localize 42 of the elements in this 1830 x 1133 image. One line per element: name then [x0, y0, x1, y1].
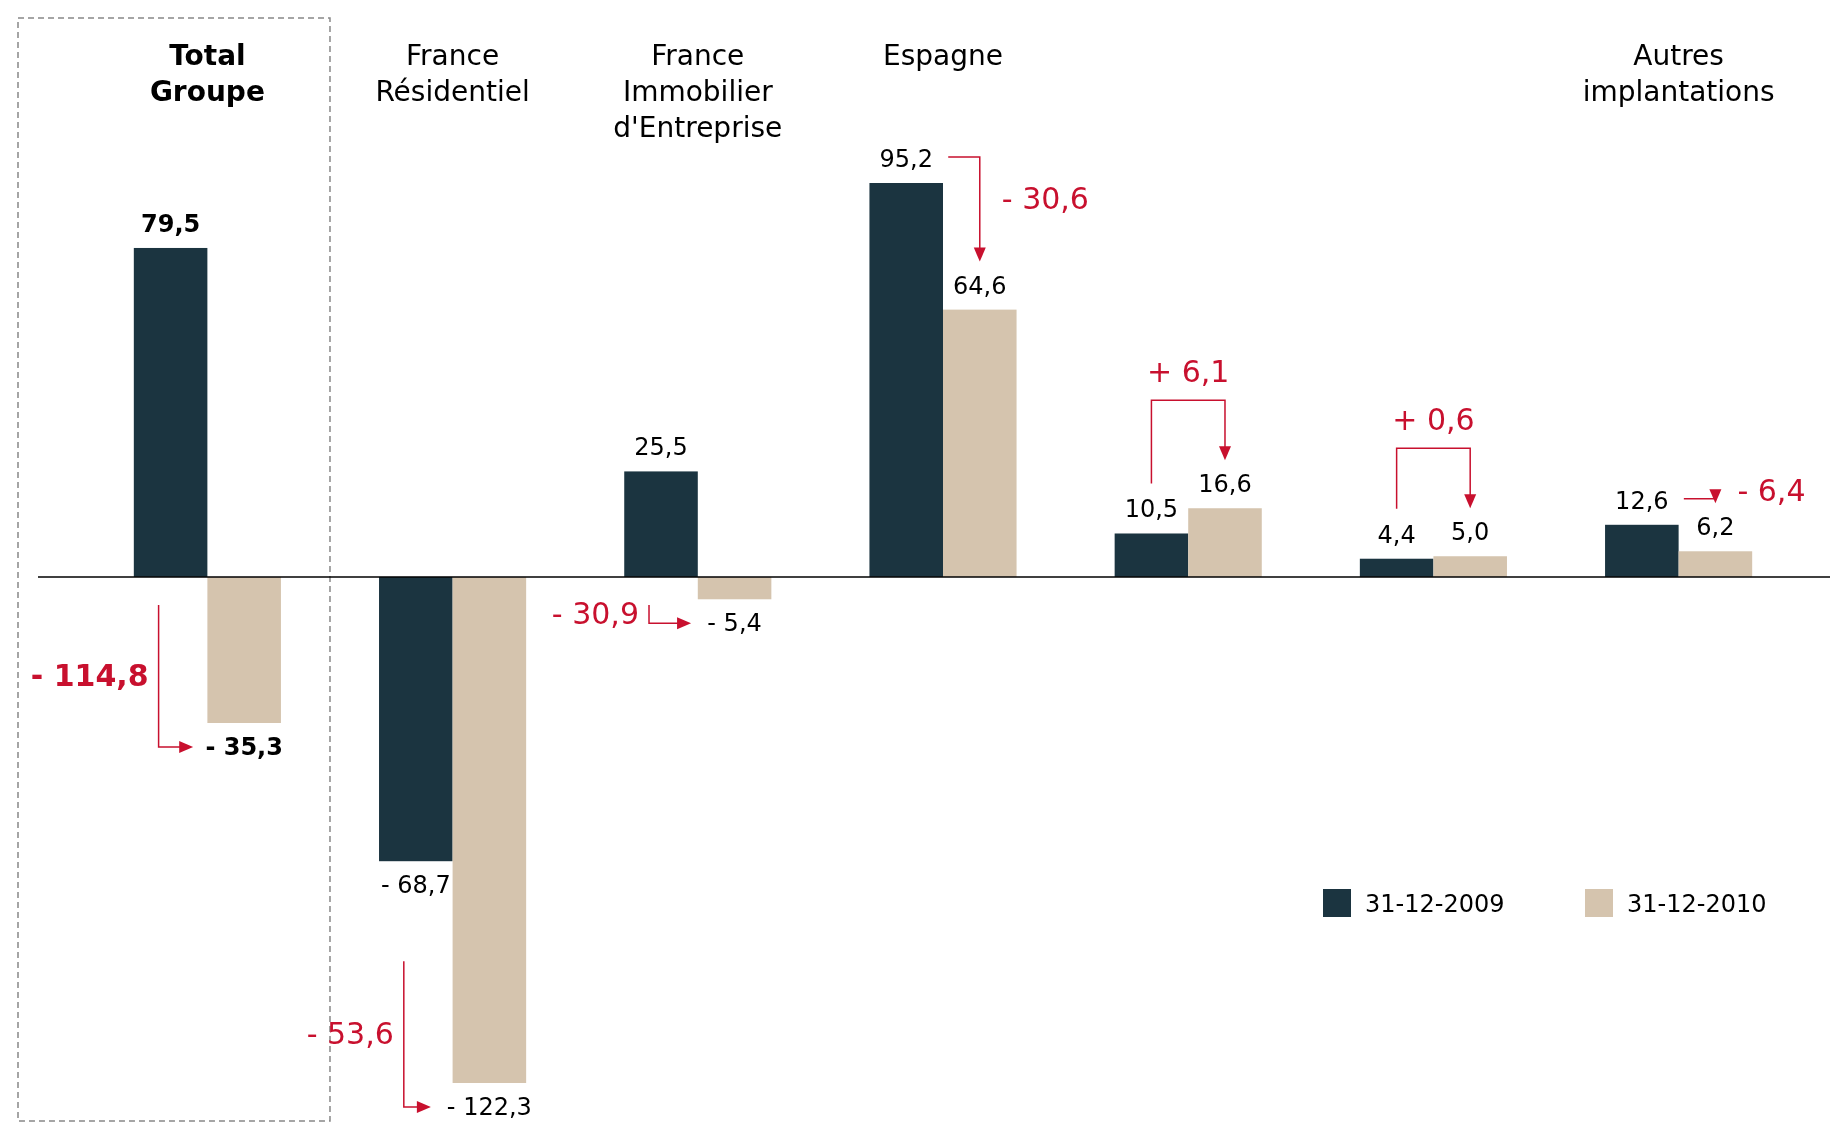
data-label: 16,6 [1198, 470, 1252, 499]
bar [379, 576, 453, 862]
x-tick-label: Autres implantations [1582, 39, 1775, 108]
bar [1188, 508, 1262, 577]
data-label: 25,5 [634, 433, 688, 462]
annotation: - 114,8 [30, 657, 149, 693]
data-label: - 35,3 [205, 733, 283, 761]
data-label: 12,6 [1615, 486, 1669, 515]
data-label: 10,5 [1124, 495, 1179, 524]
data-label: - 5,4 [707, 609, 762, 638]
bar [697, 576, 772, 600]
data-label: - 68,7 [380, 871, 451, 900]
data-label: 64,6 [953, 271, 1007, 300]
data-label: 6,2 [1696, 513, 1735, 542]
data-label: - 122,3 [446, 1093, 532, 1121]
bar [1433, 556, 1507, 577]
annotation: + 6,1 [1147, 354, 1230, 390]
data-label: 5,0 [1451, 518, 1490, 547]
bar [1678, 551, 1753, 577]
x-tick-label: France Résidentiel [375, 39, 530, 108]
annotation: - 30,6 [1001, 181, 1089, 217]
bar [452, 576, 527, 1083]
bar [1359, 558, 1434, 577]
x-tick-label: Espagne [883, 39, 1003, 72]
legend-label: 31-12-2009 [1365, 890, 1505, 918]
bar [943, 309, 1017, 577]
legend-label: 31-12-2010 [1627, 890, 1767, 918]
x-tick-label: France Immobilier d'Entreprise [613, 39, 783, 144]
bar [624, 471, 698, 577]
annotation: - 6,4 [1737, 473, 1806, 509]
data-label: 79,5 [140, 209, 201, 238]
bar [1114, 533, 1189, 577]
data-label: 95,2 [879, 145, 933, 173]
bar [133, 247, 208, 577]
bar [869, 183, 943, 577]
bar [1605, 524, 1679, 577]
annotation: - 53,6 [306, 1016, 394, 1052]
annotation: + 0,6 [1392, 402, 1475, 438]
annotation: - 30,9 [551, 596, 640, 632]
data-label: 4,4 [1377, 520, 1416, 549]
bar [207, 576, 281, 723]
x-tick-label: Total Groupe [149, 39, 265, 108]
